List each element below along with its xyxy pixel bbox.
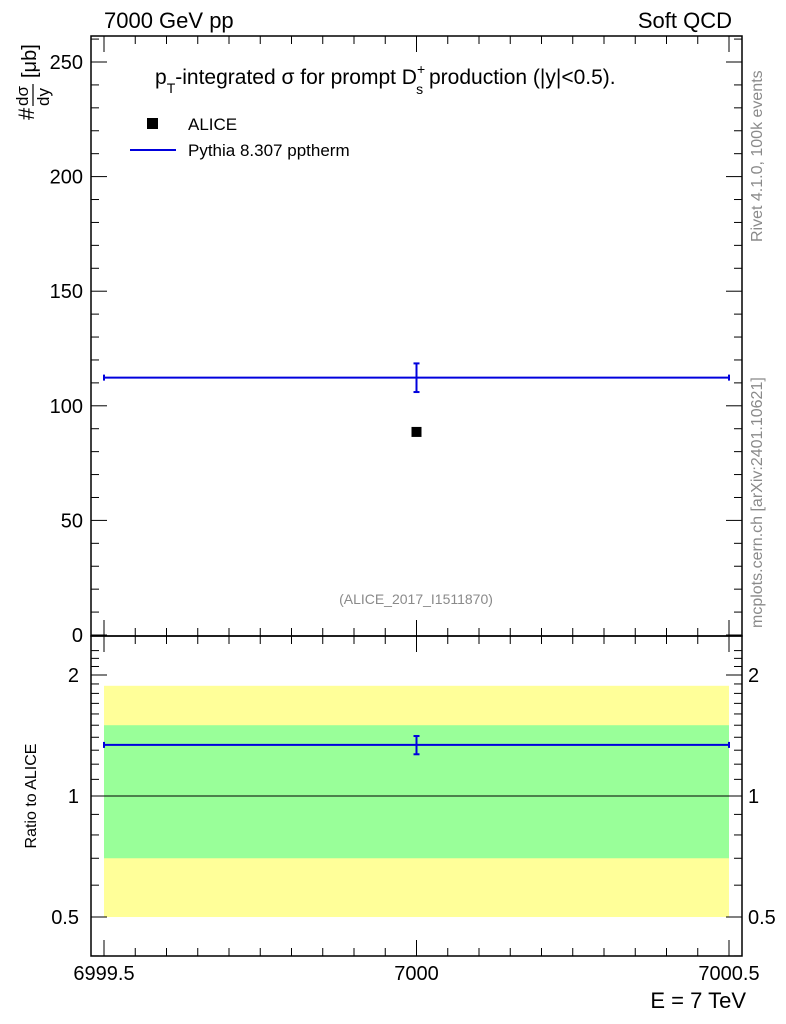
main-y-ticks: 0 50 100 150 200 250 (50, 38, 742, 647)
y-axis-label: # dσ dy [μb] (13, 44, 53, 120)
ratio-y-tick-label-right: 0.5 (748, 907, 776, 929)
main-y-tick-label: 100 (50, 396, 83, 418)
legend: ALICE Pythia 8.307 pptherm (130, 115, 350, 160)
ylabel-den: dy (34, 88, 53, 106)
main-x-ticks (103, 36, 730, 636)
title-post: production (|y|<0.5). (423, 66, 615, 89)
ylabel-hash: # (14, 107, 39, 120)
ratio-y-tick-label-right: 2 (748, 665, 759, 687)
alice-data-point (411, 426, 422, 437)
title-pt-sub: T (167, 80, 176, 96)
main-panel: 0 50 100 150 200 250 pT-integrated σ for prom… (13, 35, 743, 647)
main-marks (103, 362, 730, 437)
header-right: Soft QCD (638, 8, 732, 33)
plot-title: pT-integrated σ for prompt D+ s productio… (155, 61, 616, 97)
main-y-tick-label: 0 (72, 625, 83, 647)
main-y-tick-label: 150 (50, 281, 83, 303)
mcplots-label: mcplots.cern.ch [arXiv:2401.10621] (749, 377, 766, 628)
legend-label-alice: ALICE (188, 115, 237, 134)
legend-label-pythia: Pythia 8.307 pptherm (188, 141, 350, 160)
ratio-y-label: Ratio to ALICE (23, 744, 40, 849)
x-tick-label: 7000 (394, 963, 439, 985)
title-pt: p (155, 66, 167, 89)
ratio-marks (91, 735, 742, 797)
main-y-tick-label: 50 (61, 510, 83, 532)
x-tick-label: 6999.5 (73, 963, 134, 985)
ylabel-num: dσ (13, 86, 32, 106)
rivet-version-label: Rivet 4.1.0, 100k events (749, 70, 766, 242)
header-left: 7000 GeV pp (104, 8, 234, 33)
ylabel-unit: [μb] (19, 44, 41, 78)
main-y-tick-label: 200 (50, 167, 83, 189)
x-axis-label: E = 7 TeV (650, 988, 746, 1013)
ratio-y-tick-label: 1 (68, 786, 79, 808)
x-tick-label: 7000.5 (698, 963, 759, 985)
ratio-y-tick-label-right: 1 (748, 786, 759, 808)
ratio-x-ticks: 6999.5 7000 7000.5 (73, 636, 760, 985)
ratio-panel: 0.5 0.5 1 1 2 2 6999.5 7000 7000.5 Ratio to ALI… (23, 635, 776, 1013)
ratio-y-tick-label: 2 (68, 665, 79, 687)
analysis-tag: (ALICE_2017_I1511870) (339, 591, 493, 607)
title-d-sub: s (416, 81, 423, 97)
legend-marker-alice (147, 118, 158, 129)
title-mid: -integrated σ for prompt D (175, 66, 417, 89)
ratio-bands (104, 685, 729, 917)
title-d-sup: + (417, 61, 425, 77)
ratio-y-ticks: 0.5 0.5 1 1 2 2 (51, 650, 776, 957)
main-y-tick-label: 250 (50, 52, 83, 74)
ratio-y-tick-label: 0.5 (51, 907, 79, 929)
